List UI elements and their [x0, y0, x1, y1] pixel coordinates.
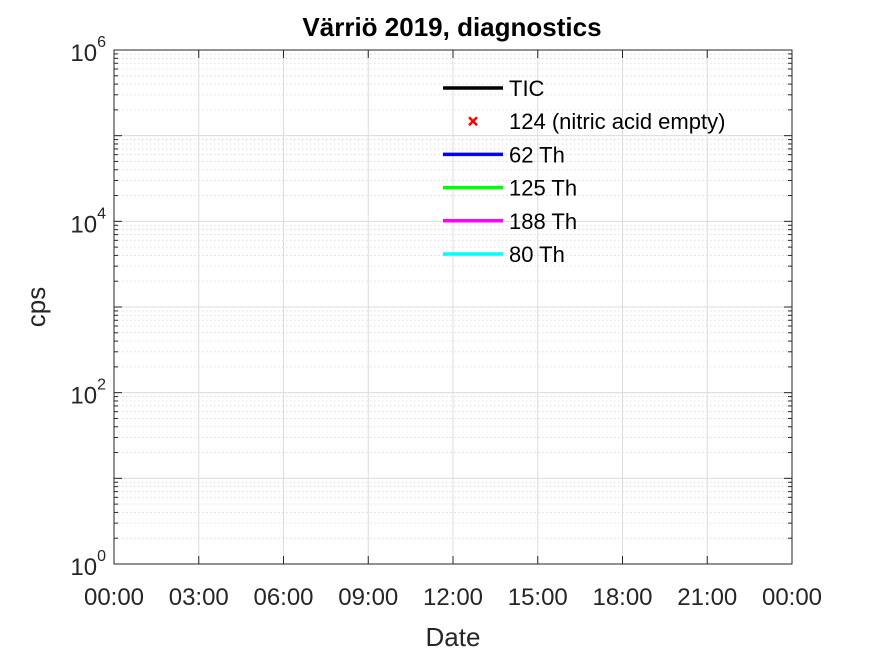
y-tick-exponent: 4 [97, 205, 106, 222]
y-axis-label: cps [21, 287, 51, 327]
y-tick-base: 10 [70, 554, 97, 581]
legend: TIC 124 (nitric acid empty) 62 Th 125 Th 188… [443, 76, 725, 267]
legend-item: 62 Th [443, 142, 565, 167]
legend-label: 124 (nitric acid empty) [509, 109, 725, 134]
y-tick-exponent: 2 [97, 377, 106, 394]
y-tick-base: 10 [70, 211, 97, 238]
grid [114, 50, 792, 564]
x-tick-label: 12:00 [423, 584, 483, 611]
legend-item: TIC [443, 76, 545, 101]
legend-item: 188 Th [443, 209, 577, 234]
legend-item: 124 (nitric acid empty) [468, 109, 725, 134]
legend-marker-x [468, 116, 478, 127]
x-tick-label: 00:00 [84, 584, 144, 611]
legend-label: 125 Th [509, 176, 577, 201]
y-tick-label: 104 [70, 205, 106, 238]
y-tick-exponent: 6 [97, 34, 106, 51]
ticks [113, 49, 793, 565]
x-tick-label: 03:00 [169, 584, 229, 611]
x-axis-label: Date [426, 622, 481, 652]
legend-label: 188 Th [509, 209, 577, 234]
y-tick-label: 102 [70, 377, 106, 410]
x-tick-label: 15:00 [508, 584, 568, 611]
legend-item: 125 Th [443, 176, 577, 201]
y-tick-label: 106 [70, 34, 106, 67]
y-tick-label: 100 [70, 548, 106, 581]
y-tick-base: 10 [70, 383, 97, 410]
chart-title: Värriö 2019, diagnostics [302, 12, 601, 42]
legend-label: 62 Th [509, 142, 565, 167]
y-tick-exponent: 0 [97, 548, 106, 565]
x-tick-label: 06:00 [253, 584, 313, 611]
x-tick-label: 09:00 [338, 584, 398, 611]
x-tick-label: 18:00 [592, 584, 652, 611]
legend-item: 80 Th [443, 242, 565, 267]
y-tick-base: 10 [70, 40, 97, 67]
x-tick-label: 00:00 [762, 584, 822, 611]
legend-label: 80 Th [509, 242, 565, 267]
x-tick-labels: 00:00 03:00 06:00 09:00 12:00 15:00 18:00 21:00… [84, 584, 822, 611]
x-tick-label: 21:00 [677, 584, 737, 611]
legend-label: TIC [509, 76, 545, 101]
